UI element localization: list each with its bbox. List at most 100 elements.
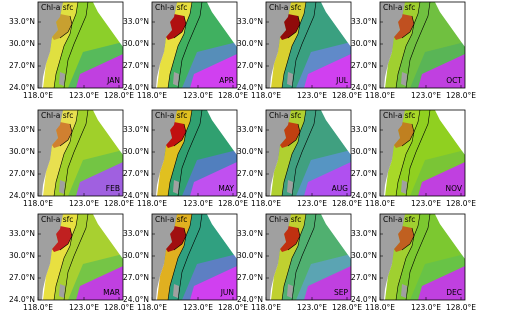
land: [266, 110, 291, 196]
month-label: APR: [219, 76, 234, 85]
lon-label: 128.0°E: [332, 303, 362, 312]
kuroshio: [304, 54, 351, 88]
frame: [37, 213, 124, 301]
outside: [207, 214, 237, 259]
outside: [207, 110, 237, 155]
lon-label: 118.0°E: [251, 199, 281, 208]
frame: [265, 109, 352, 197]
contour: [173, 15, 187, 39]
contour: [401, 123, 415, 147]
lon-label: 118.0°E: [137, 199, 167, 208]
map: [152, 110, 237, 196]
contour: [401, 15, 415, 39]
lon-label: 128.0°E: [104, 91, 134, 100]
frame: [265, 1, 352, 89]
outside: [435, 2, 465, 47]
map: [380, 2, 465, 88]
contour: [173, 123, 187, 147]
contour: [281, 2, 307, 88]
contour: [287, 15, 301, 39]
contour: [405, 214, 431, 300]
land: [152, 214, 177, 300]
island: [401, 72, 407, 86]
lat-label: 33.0°N: [351, 125, 377, 134]
kuroshio: [418, 266, 465, 300]
lat-label: 27.0°N: [351, 61, 377, 70]
lon-label: 128.0°E: [218, 303, 248, 312]
lon-label: 123.0°E: [297, 199, 327, 208]
map-panel: Chl-a sfc JUL 33.0°N 30.0°N 27.0°N 24.0°N118.…: [237, 1, 362, 100]
panel-title: Chl-a sfc: [41, 111, 73, 120]
land: [266, 214, 291, 300]
lon-label: 128.0°E: [446, 91, 476, 100]
frame: [151, 1, 238, 89]
lon-label: 118.0°E: [23, 199, 53, 208]
lon-label: 123.0°E: [183, 199, 213, 208]
lat-label: 24.0°N: [9, 191, 35, 200]
contour: [177, 110, 203, 196]
map-panel: Chl-a sfc SEP 33.0°N 30.0°N 27.0°N 24.0°N118.…: [237, 213, 362, 312]
map-panel: Chl-a sfc MAR 33.0°N 30.0°N 27.0°N 24.0°N118.…: [9, 213, 134, 312]
panel-title: Chl-a sfc: [155, 111, 187, 120]
lat-label: 33.0°N: [237, 229, 263, 238]
lon-label: 128.0°E: [104, 199, 134, 208]
lat-label: 24.0°N: [351, 295, 377, 304]
month-label: AUG: [332, 184, 349, 193]
lat-label: 24.0°N: [351, 191, 377, 200]
map-panel: Chl-a sfc NOV 33.0°N 30.0°N 27.0°N 24.0°N118.…: [351, 109, 476, 208]
panel-title: Chl-a sfc: [269, 111, 301, 120]
contour: [173, 227, 187, 251]
month-label: SEP: [334, 288, 348, 297]
lat-label: 33.0°N: [9, 125, 35, 134]
lat-label: 27.0°N: [351, 273, 377, 282]
month-label: JUL: [335, 76, 349, 85]
lat-label: 30.0°N: [351, 147, 377, 156]
month-label: DEC: [446, 288, 462, 297]
lon-label: 123.0°E: [183, 303, 213, 312]
map-panel: Chl-a sfc OCT 33.0°N 30.0°N 27.0°N 24.0°N118.…: [351, 1, 476, 100]
lat-label: 24.0°N: [123, 191, 149, 200]
lon-label: 123.0°E: [69, 303, 99, 312]
lon-label: 123.0°E: [297, 91, 327, 100]
map-panel: Chl-a sfc AUG 33.0°N 30.0°N 27.0°N 24.0°N118.…: [237, 109, 362, 208]
land: [266, 2, 291, 88]
kuroshio: [76, 54, 123, 88]
lat-label: 24.0°N: [9, 83, 35, 92]
lon-label: 128.0°E: [332, 199, 362, 208]
land: [38, 214, 63, 300]
contour: [287, 227, 301, 251]
lat-label: 30.0°N: [237, 251, 263, 260]
island: [287, 284, 293, 298]
lon-label: 118.0°E: [365, 199, 395, 208]
lat-label: 30.0°N: [9, 39, 35, 48]
map-panel: Chl-a sfc JAN 33.0°N 30.0°N 27.0°N 24.0°N118.…: [9, 1, 134, 100]
month-label: MAY: [218, 184, 234, 193]
month-label: OCT: [446, 76, 462, 85]
lon-label: 128.0°E: [446, 303, 476, 312]
contour: [291, 110, 317, 196]
lat-label: 30.0°N: [237, 147, 263, 156]
lon-label: 123.0°E: [69, 91, 99, 100]
lat-label: 33.0°N: [9, 229, 35, 238]
island: [401, 284, 407, 298]
month-label: FEB: [106, 184, 120, 193]
map: [38, 110, 123, 196]
frame: [37, 1, 124, 89]
lon-label: 118.0°E: [251, 303, 281, 312]
kuroshio: [418, 162, 465, 196]
lat-label: 24.0°N: [123, 295, 149, 304]
map-panel: Chl-a sfc JUN 33.0°N 30.0°N 27.0°N 24.0°N118.…: [123, 213, 248, 312]
lat-label: 33.0°N: [123, 17, 149, 26]
lat-label: 33.0°N: [237, 125, 263, 134]
contour: [63, 214, 89, 300]
lat-label: 27.0°N: [237, 61, 263, 70]
lon-label: 128.0°E: [218, 91, 248, 100]
contour: [281, 214, 307, 300]
frame: [379, 1, 466, 89]
map: [266, 110, 351, 196]
lon-label: 118.0°E: [365, 303, 395, 312]
lat-label: 30.0°N: [237, 39, 263, 48]
island: [173, 180, 179, 194]
contour: [287, 123, 301, 147]
